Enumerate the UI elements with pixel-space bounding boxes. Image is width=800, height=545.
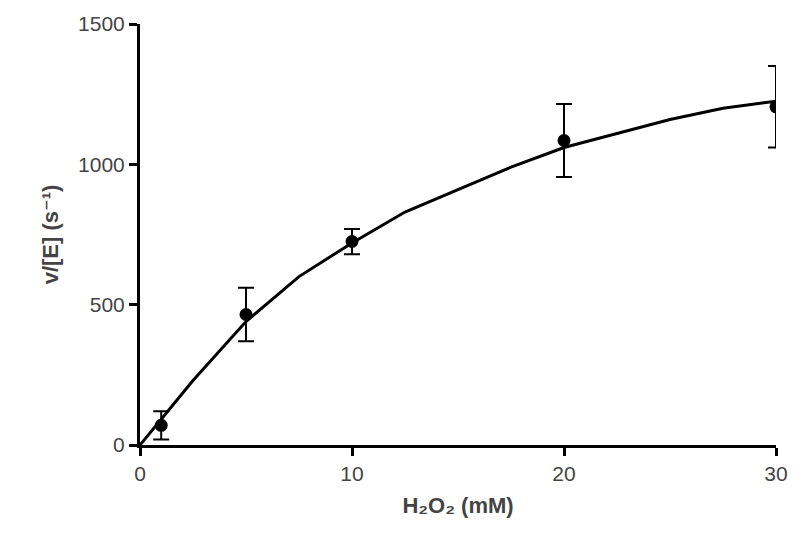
svg-text:0: 0 [134, 462, 146, 485]
svg-text:30: 30 [764, 462, 787, 485]
svg-text:20: 20 [552, 462, 575, 485]
svg-text:500: 500 [90, 293, 125, 316]
svg-text:1500: 1500 [78, 12, 125, 35]
svg-text:0: 0 [113, 433, 125, 456]
svg-text:H₂O₂ (mM): H₂O₂ (mM) [402, 493, 513, 518]
svg-text:10: 10 [340, 462, 363, 485]
svg-text:v/[E] (s⁻¹): v/[E] (s⁻¹) [38, 185, 63, 285]
svg-text:1000: 1000 [78, 153, 125, 176]
